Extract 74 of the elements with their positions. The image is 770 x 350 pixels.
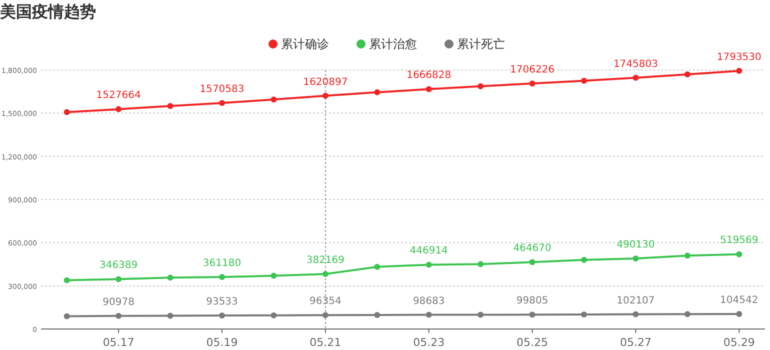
- point: [270, 272, 277, 279]
- data-label: 464670: [513, 243, 552, 254]
- x-tick-label: 05.25: [516, 336, 548, 349]
- data-label: 346389: [99, 260, 138, 272]
- point: [116, 312, 122, 319]
- point: [684, 252, 690, 259]
- point: [219, 274, 225, 280]
- point: [374, 89, 380, 96]
- data-label: 490130: [616, 239, 655, 250]
- point: [736, 310, 742, 317]
- point: [167, 274, 174, 281]
- x-tick-label: 05.17: [102, 336, 134, 349]
- point: [270, 312, 277, 318]
- point: [736, 251, 742, 258]
- chart-title: 美国疫情趋势: [0, 2, 96, 21]
- point: [529, 312, 536, 318]
- point: [529, 80, 536, 86]
- point: [219, 312, 225, 319]
- point: [478, 312, 484, 318]
- x-tick-label: 05.27: [620, 336, 652, 349]
- data-label: 1527664: [96, 90, 141, 102]
- point: [167, 102, 174, 109]
- data-label: 99805: [516, 296, 548, 307]
- x-tick-label: 05.29: [723, 336, 755, 349]
- data-label: 1745803: [613, 58, 658, 70]
- point: [322, 312, 328, 318]
- point: [116, 276, 122, 282]
- point: [581, 256, 587, 263]
- x-tick-label: 05.19: [206, 336, 238, 349]
- point: [736, 68, 742, 74]
- point: [684, 71, 690, 78]
- point: [322, 92, 328, 99]
- point: [478, 83, 484, 90]
- data-label: 96354: [310, 296, 342, 308]
- data-label: 382169: [306, 255, 345, 266]
- point: [167, 312, 174, 319]
- data-label: 519569: [720, 235, 758, 246]
- point: [374, 312, 380, 318]
- point: [426, 312, 432, 318]
- data-label: 104542: [720, 294, 758, 306]
- point: [529, 259, 536, 266]
- point: [632, 311, 639, 318]
- point: [684, 311, 690, 318]
- data-label: 361180: [202, 258, 242, 270]
- point: [64, 109, 70, 116]
- point: [322, 271, 328, 278]
- point: [116, 106, 122, 112]
- point: [478, 261, 484, 268]
- data-label: 90978: [102, 296, 134, 308]
- legend-label: 累计确诊: [281, 37, 329, 51]
- point: [270, 96, 277, 102]
- point: [64, 277, 70, 284]
- point: [64, 313, 70, 320]
- point: [426, 86, 432, 92]
- point: [581, 78, 587, 84]
- data-label: 1706226: [510, 64, 555, 76]
- x-tick-label: 05.23: [413, 336, 445, 349]
- data-label: 1620897: [303, 76, 348, 88]
- data-label: 93533: [206, 296, 238, 308]
- legend-label: 累计治愈: [369, 37, 417, 51]
- point: [581, 311, 587, 318]
- x-tick-label: 05.21: [310, 336, 342, 349]
- data-label: 98683: [412, 296, 445, 307]
- data-label: 102107: [616, 295, 655, 306]
- data-label: 1666828: [406, 70, 452, 82]
- point: [374, 264, 380, 270]
- point: [426, 262, 432, 268]
- point: [219, 100, 225, 106]
- data-label: 1570583: [200, 84, 244, 96]
- point: [632, 74, 639, 81]
- data-label: 1793530: [716, 52, 762, 63]
- data-label: 446914: [410, 246, 448, 257]
- point: [632, 255, 639, 262]
- legend-label: 累计死亡: [457, 37, 505, 51]
